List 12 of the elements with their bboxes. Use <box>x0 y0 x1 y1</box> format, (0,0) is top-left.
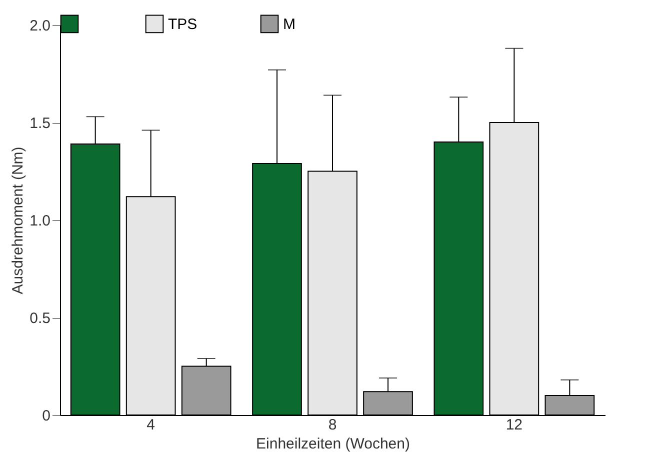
y-tick-label: 1.0 <box>30 212 50 230</box>
x-tick-label: 12 <box>506 416 523 434</box>
y-axis-title: Ausdrehmoment (Nm) <box>10 146 27 294</box>
x-axis-title: Einheilzeiten (Wochen) <box>256 436 410 452</box>
y-tick-label: 2.0 <box>30 18 50 34</box>
y-tick-label: 0 <box>42 408 50 424</box>
x-tick-label: 4 <box>146 416 156 434</box>
legend-label: M <box>283 16 296 33</box>
y-tick-label: 0.5 <box>30 310 50 327</box>
x-tick-label: 8 <box>328 416 337 434</box>
legend-label: TPS <box>168 16 198 33</box>
y-tick-label: 1.5 <box>30 115 50 132</box>
